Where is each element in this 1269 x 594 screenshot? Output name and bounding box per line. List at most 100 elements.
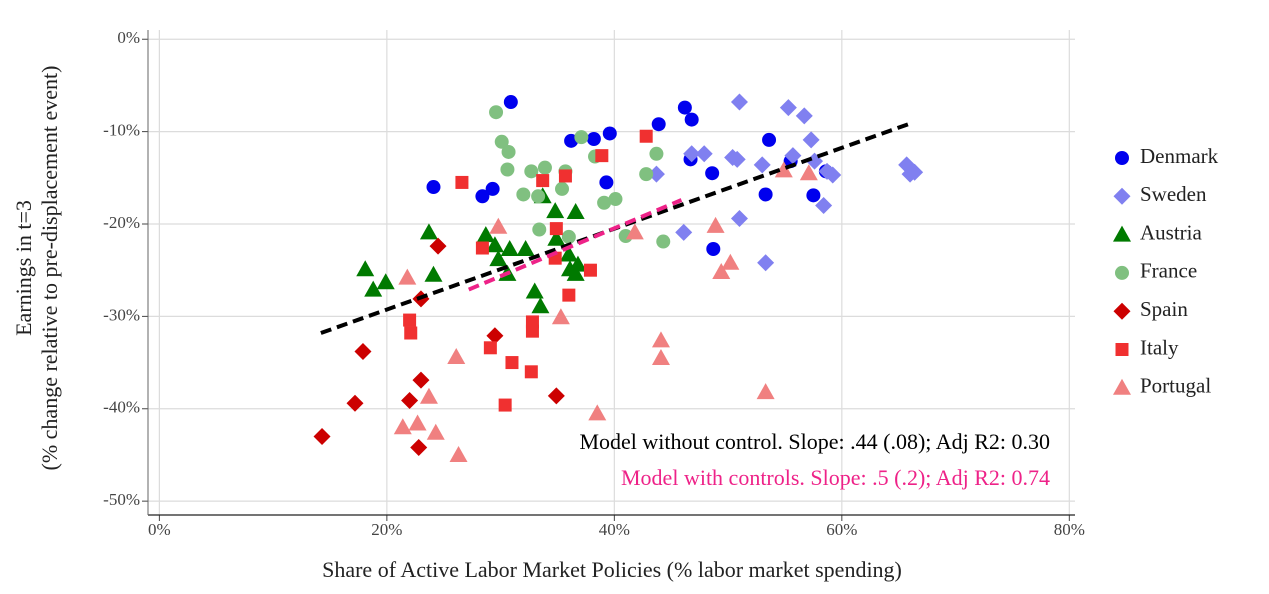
data-point [779, 99, 797, 117]
x-tick-label: 40% [599, 520, 630, 539]
data-point [561, 229, 576, 244]
data-point [485, 236, 504, 253]
data-point [498, 398, 512, 412]
data-point [566, 264, 585, 281]
data-point [494, 134, 509, 149]
data-point [547, 387, 565, 405]
data-point [503, 95, 518, 110]
data-point [531, 297, 550, 314]
data-point [404, 326, 418, 340]
legend-label: Sweden [1140, 182, 1207, 206]
data-point [815, 197, 833, 215]
data-point [586, 132, 601, 147]
y-axis-label: Earnings in t=3 [11, 200, 36, 336]
x-tick-label: 80% [1054, 520, 1085, 539]
legend-label: Spain [1140, 297, 1188, 321]
data-point [595, 149, 609, 163]
y-tick-label: 0% [117, 28, 140, 47]
data-point [651, 331, 670, 348]
data-point [500, 239, 519, 256]
data-point [485, 181, 500, 196]
data-point [475, 241, 489, 255]
data-point [505, 356, 519, 370]
x-axis-label: Share of Active Labor Market Policies (%… [322, 557, 902, 582]
data-point [475, 189, 490, 204]
data-point [684, 112, 699, 127]
data-point [728, 150, 746, 168]
data-point [525, 282, 544, 299]
data-point [774, 161, 793, 178]
data-point [516, 187, 531, 202]
data-point [568, 255, 587, 272]
data-point [625, 223, 644, 240]
data-point [599, 175, 614, 190]
data-point [683, 145, 701, 163]
data-point [364, 280, 383, 297]
data-point [403, 313, 417, 327]
legend-marker [1113, 225, 1131, 242]
data-point [551, 308, 570, 325]
data-point [795, 107, 813, 125]
y-tick-label: -40% [103, 398, 140, 417]
data-point [799, 164, 818, 181]
data-point [639, 129, 653, 143]
data-point [486, 327, 504, 345]
data-point [489, 105, 504, 120]
data-point [649, 146, 664, 161]
data-point [651, 348, 670, 365]
data-point [536, 174, 550, 188]
data-point [559, 245, 578, 262]
data-point [398, 268, 417, 285]
legend-label: Portugal [1140, 374, 1211, 398]
data-point [354, 342, 372, 360]
data-point [562, 288, 576, 302]
data-point [597, 195, 612, 210]
data-point [346, 394, 364, 412]
data-point [558, 169, 572, 183]
data-point [695, 145, 713, 163]
data-point [393, 418, 412, 435]
fit-line [467, 198, 683, 292]
data-point [721, 253, 740, 270]
data-point [639, 167, 654, 182]
data-point [906, 163, 924, 181]
data-point [376, 273, 395, 290]
data-point [455, 175, 469, 189]
data-point [608, 192, 623, 207]
data-point [408, 414, 427, 431]
data-point [712, 263, 731, 280]
data-point [758, 187, 773, 202]
data-point [532, 222, 547, 237]
legend-label: Denmark [1140, 144, 1219, 168]
legend-marker [1115, 151, 1129, 165]
data-point [647, 165, 665, 183]
legend-marker [1113, 187, 1131, 205]
data-point [483, 341, 497, 355]
data-point [524, 164, 539, 179]
data-point [313, 427, 331, 445]
x-tick-label: 60% [826, 520, 857, 539]
data-point [806, 188, 821, 203]
data-point [706, 241, 721, 256]
legend-label: Austria [1140, 220, 1203, 244]
legend-marker [1115, 265, 1129, 280]
data-point [410, 439, 428, 457]
data-point [549, 222, 563, 236]
data-point [802, 131, 820, 149]
data-point [419, 223, 438, 240]
data-point [401, 391, 419, 409]
data-point [753, 156, 771, 174]
data-point [419, 387, 438, 404]
data-point [537, 160, 552, 175]
data-point [547, 229, 566, 246]
data-point [757, 254, 775, 272]
data-point [500, 162, 515, 177]
data-point [762, 132, 777, 147]
y-axis-label: (% change relative to pre-displacement e… [37, 66, 62, 471]
data-point [706, 216, 725, 233]
data-point [705, 166, 720, 181]
data-point [426, 180, 441, 195]
data-point [546, 202, 565, 219]
